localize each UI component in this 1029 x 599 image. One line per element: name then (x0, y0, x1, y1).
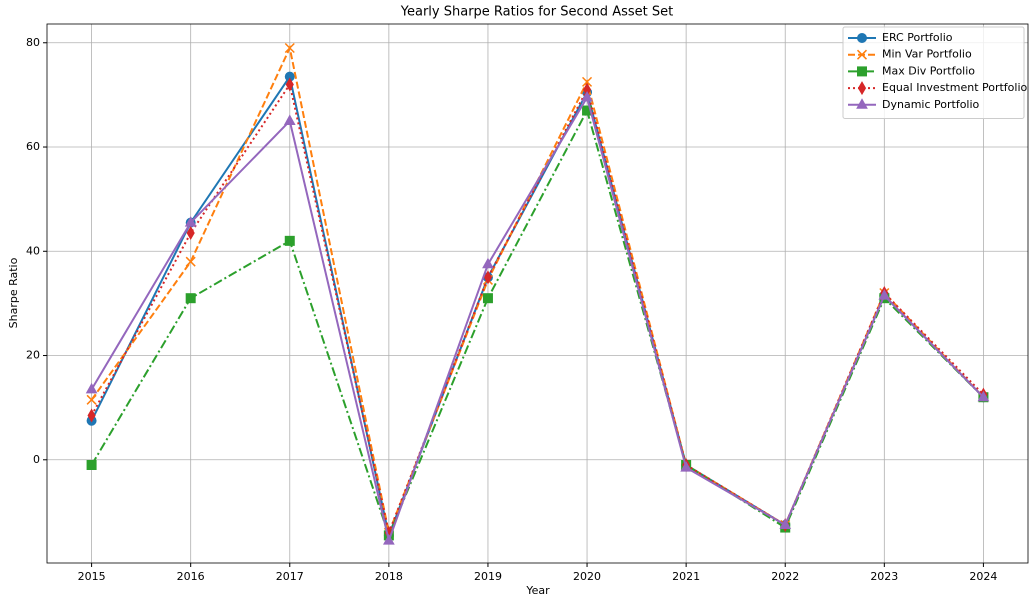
marker (581, 90, 593, 102)
legend-label: Max Div Portfolio (882, 64, 975, 77)
marker (977, 390, 990, 402)
series-line (90, 107, 985, 539)
marker (85, 382, 98, 394)
plot-frame (46, 23, 1029, 564)
legend-marker (856, 49, 868, 60)
y-axis-label: Sharpe Ratio (7, 257, 20, 328)
marker (185, 293, 196, 304)
x-tick-label: 2018 (375, 570, 403, 583)
x-tick-label: 2016 (177, 570, 205, 583)
x-tick-label: 2017 (276, 570, 304, 583)
marker (86, 394, 97, 405)
y-tick-label: 0 (33, 453, 40, 466)
legend-label: ERC Portfolio (882, 31, 953, 44)
legend-box (842, 26, 1025, 119)
marker (283, 114, 296, 125)
marker (483, 270, 493, 285)
marker (383, 534, 395, 545)
series-line (90, 74, 985, 539)
chart-title: Yearly Sharpe Ratios for Second Asset Se… (400, 5, 673, 20)
x-tick-label: 2022 (771, 570, 799, 583)
marker (482, 293, 493, 304)
legend-marker (857, 81, 867, 96)
marker (185, 256, 196, 267)
legend-label: Min Var Portfolio (882, 48, 972, 61)
x-tick-label: 2021 (672, 570, 700, 583)
marker (184, 216, 197, 227)
marker (284, 42, 295, 54)
x-tick-label: 2023 (870, 570, 898, 583)
y-tick-label: 80 (26, 36, 40, 49)
legend-label: Dynamic Portfolio (882, 98, 980, 111)
x-axis-label: Year (525, 584, 550, 597)
marker (285, 77, 294, 92)
marker (779, 518, 792, 529)
marker (186, 226, 195, 241)
y-tick-label: 20 (26, 349, 40, 362)
y-tick-label: 40 (26, 244, 40, 257)
marker (582, 76, 593, 87)
x-tick-label: 2024 (969, 570, 997, 583)
marker (878, 289, 891, 300)
series-line (90, 81, 985, 537)
x-tick-label: 2020 (573, 570, 601, 583)
x-tick-label: 2015 (78, 570, 106, 583)
legend-label: Equal Investment Portfolio (882, 81, 1028, 94)
legend-marker (856, 98, 868, 109)
legend-marker (857, 33, 867, 43)
marker (680, 461, 692, 472)
x-tick-label: 2019 (474, 570, 502, 583)
marker (284, 235, 295, 246)
marker (482, 257, 494, 269)
y-tick-label: 60 (26, 140, 40, 153)
marker (87, 408, 96, 423)
series-line (90, 94, 985, 545)
marker (86, 460, 97, 470)
legend-marker (857, 66, 867, 77)
